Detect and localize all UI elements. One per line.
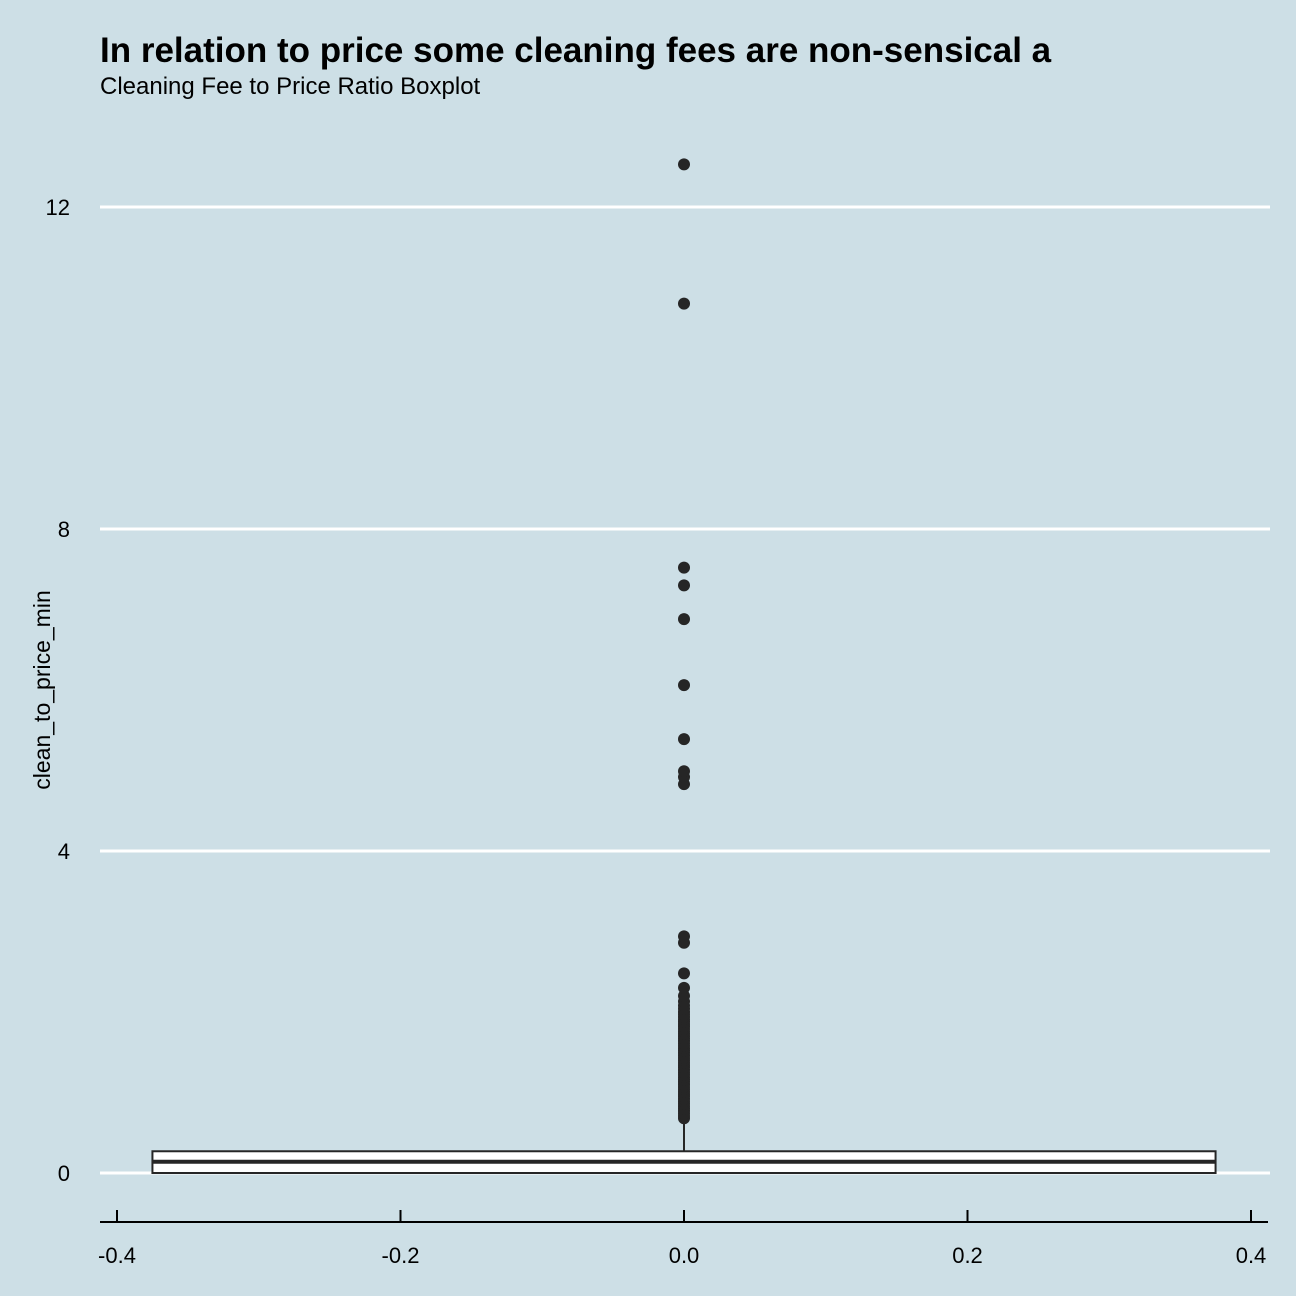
- outlier-point: [678, 967, 690, 980]
- x-tick-label: 0.0: [669, 1243, 700, 1268]
- outlier-point: [678, 158, 690, 171]
- y-tick-label: 8: [58, 517, 70, 542]
- outlier-point: [678, 297, 690, 310]
- outlier-points: [678, 158, 690, 1125]
- x-axis: -0.4 -0.2 0.0 0.2 0.4: [98, 1210, 1268, 1268]
- chart-subtitle: Cleaning Fee to Price Ratio Boxplot: [100, 73, 481, 100]
- y-tick-label: 12: [46, 195, 70, 220]
- outlier-point: [678, 579, 690, 592]
- x-tick-label: -0.4: [98, 1243, 136, 1268]
- x-tick-label: 0.4: [1236, 1243, 1267, 1268]
- outlier-point: [678, 930, 690, 943]
- outlier-point: [678, 679, 690, 692]
- box: [151, 1123, 1217, 1175]
- outlier-point: [678, 613, 690, 626]
- y-tick-label: 4: [58, 839, 70, 864]
- chart-title: In relation to price some cleaning fees …: [100, 31, 1052, 70]
- outlier-point: [678, 561, 690, 574]
- outlier-point: [678, 733, 690, 746]
- x-tick-label: -0.2: [382, 1243, 420, 1268]
- y-axis-ticks: 0 4 8 12: [46, 195, 70, 1186]
- y-axis-label: clean_to_price_min: [29, 590, 55, 789]
- outlier-point: [678, 981, 690, 994]
- y-tick-label: 0: [58, 1161, 70, 1186]
- x-tick-label: 0.2: [952, 1243, 983, 1268]
- outlier-point: [678, 765, 690, 778]
